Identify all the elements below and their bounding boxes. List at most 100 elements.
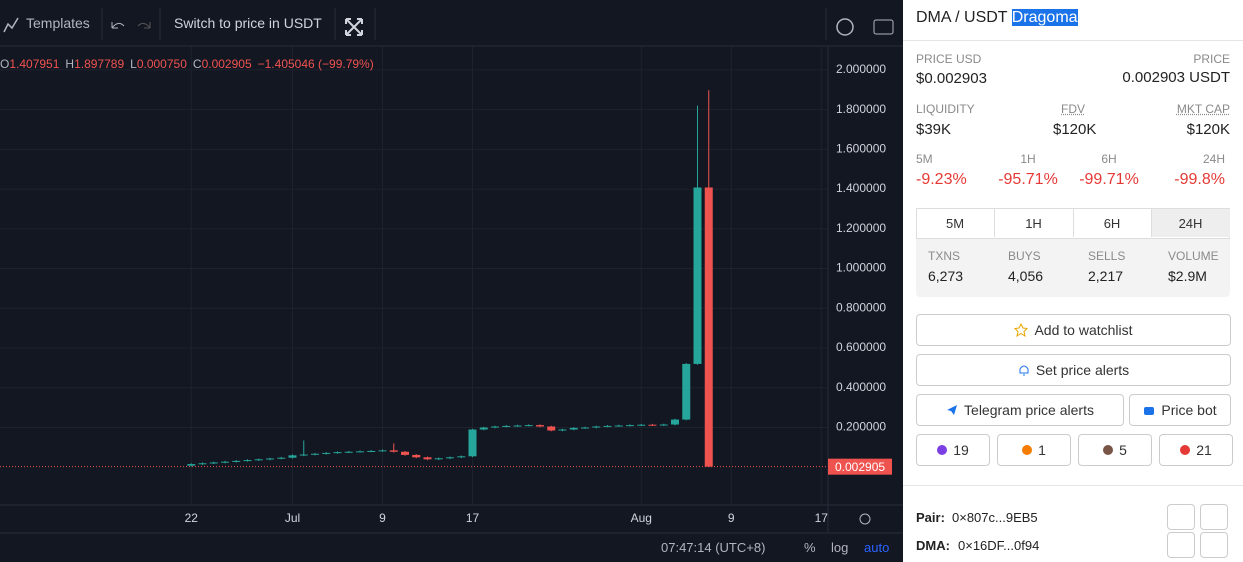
templates-label: Templates [26,15,90,31]
candle-body [637,424,646,426]
last-price-label: 0.002905 [835,460,885,474]
candle-body [434,458,443,460]
screenshot-icon[interactable] [873,19,894,35]
copy-button[interactable] [1167,532,1195,558]
address-value: 0×807c...9EB5 [952,510,1038,525]
chart-background [0,0,903,562]
y-tick-label: 0.200000 [836,420,886,434]
open-button[interactable] [1200,504,1228,530]
ohlc-key: O [0,57,10,71]
x-tick-label: Jul [285,511,300,525]
y-tick-label: 0.400000 [836,380,886,394]
candle-body [389,450,398,452]
stat-value: $39K [916,121,952,138]
y-tick-label: 1.600000 [836,141,886,155]
ohlc-key: C [192,57,202,71]
reaction-count: 19 [953,442,969,458]
candle-body [299,454,308,456]
timeframe-tab[interactable]: 1H [995,209,1074,237]
change-label: 5M [916,152,933,166]
change-label: 24H [1202,152,1225,166]
telegram-button[interactable]: Telegram price alerts [916,394,1124,426]
reaction-button[interactable]: 5 [1078,434,1152,466]
undo-icon[interactable] [111,22,125,29]
redo-icon[interactable] [137,22,151,29]
txn-value: 2,217 [1088,268,1124,284]
templates-button[interactable]: Templates [26,0,90,46]
y-tick-label: 0.800000 [836,300,886,314]
candle-body [569,427,578,430]
candle-body [333,452,342,454]
alerts-button[interactable]: Set price alerts [916,354,1231,386]
txn-value: 4,056 [1008,268,1044,284]
reaction-count: 1 [1038,442,1046,458]
stat-label: FDV [1061,102,1085,116]
bell-icon [1019,365,1029,376]
candle-body [547,426,556,431]
telegram-label: Telegram price alerts [964,402,1094,418]
templates-icon [3,17,19,33]
y-tick-label: 1.200000 [836,221,886,235]
candle-body [356,451,364,453]
settings-icon[interactable] [836,18,854,36]
price-usd-label: PRICE USD [916,52,982,66]
timeframe-tab[interactable]: 24H [1151,209,1230,237]
x-tick-label: 17 [466,511,480,525]
pair-heading: DMA / USDT Dragoma [916,9,1078,27]
reaction-icon [1103,445,1114,455]
change-label: 1H [1020,152,1036,166]
status-bar: 07:47:14 (UTC+8) % log auto [0,533,903,562]
fullscreen-icon[interactable] [345,18,363,36]
candle-body [254,459,263,461]
ohlc-key: L [130,57,137,71]
percent-toggle[interactable]: % [804,540,816,555]
candle-body [288,455,297,458]
candle-body [648,424,657,426]
candle-body [457,456,466,458]
y-tick-label: 0.600000 [836,340,886,354]
reaction-button[interactable]: 19 [916,434,990,466]
token-name: Dragoma [1011,9,1078,26]
candle-body [232,460,241,462]
bot-button[interactable]: Price bot [1129,394,1231,426]
open-button[interactable] [1200,532,1228,558]
reaction-button[interactable]: 1 [997,434,1071,466]
txn-label: VOLUME [1168,249,1219,263]
stat-value: $120K [1053,121,1097,138]
auto-toggle[interactable]: auto [864,540,890,555]
alerts-label: Set price alerts [1035,362,1130,378]
telegram-icon [947,405,958,415]
watchlist-button[interactable]: Add to watchlist [916,314,1231,346]
price: 0.002903 USDT [1122,69,1230,86]
price-label: PRICE [1193,52,1230,66]
candle-body [614,425,623,427]
candle-body [558,429,567,431]
timeframe-tab[interactable]: 6H [1073,209,1152,237]
candle-body [603,425,612,427]
ohlc-legend: O1.407951 H1.897789 L0.000750 C0.002905 −1.4… [0,57,374,71]
candle-body [693,187,702,364]
watchlist-label: Add to watchlist [1034,322,1133,338]
txn-label: BUYS [1008,249,1041,263]
reaction-button[interactable]: 21 [1159,434,1233,466]
timeframe-tab[interactable]: 5M [916,209,995,237]
time-settings-icon[interactable] [859,513,871,525]
candle-body [423,457,432,460]
candle-body [468,429,477,457]
chart-panel: 0.200000 0.400000 0.600000 0.800000 1.000000… [0,0,903,562]
log-toggle[interactable]: log [831,540,849,555]
candle-body [322,452,331,454]
ohlc-change: −1.405046 (−99.79%) [257,57,374,71]
bot-label: Price bot [1161,402,1217,418]
candle-body [659,424,668,426]
ohlc-key: H [65,57,75,71]
switch-button[interactable]: Switch to price in USDT [174,0,322,46]
candle-body [513,425,522,427]
txn-label: TXNS [928,249,961,263]
copy-button[interactable] [1167,504,1195,530]
y-tick-label: 1.800000 [836,102,886,116]
reaction-count: 21 [1196,442,1212,458]
candle-body [367,450,376,452]
txn-value: $2.9M [1168,268,1207,284]
